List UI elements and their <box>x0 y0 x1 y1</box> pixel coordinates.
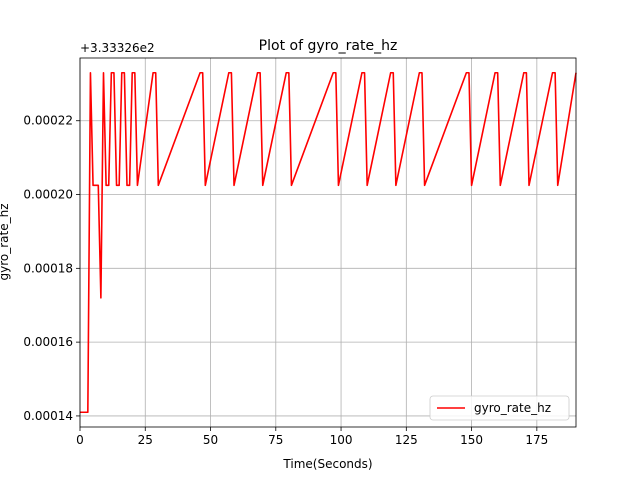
y-axis-offset-text: +3.33326e2 <box>80 41 155 55</box>
x-tick-label: 25 <box>138 433 153 447</box>
legend-label-gyro-rate-hz: gyro_rate_hz <box>474 401 551 415</box>
x-tick-label: 100 <box>330 433 353 447</box>
series-line-gyro-rate-hz <box>80 71 577 414</box>
y-tick-label: 0.00016 <box>23 335 73 349</box>
x-tick-label: 125 <box>395 433 418 447</box>
y-tick-label: 0.00014 <box>23 409 73 423</box>
legend-box <box>429 395 570 421</box>
x-axis-label: Time(Seconds) <box>282 457 372 471</box>
y-tick-label: 0.00018 <box>23 261 73 275</box>
y-axis-label: gyro_rate_hz <box>0 203 11 280</box>
x-tick-label: 75 <box>268 433 283 447</box>
chart-title: Plot of gyro_rate_hz <box>259 38 398 54</box>
x-tick-label: 0 <box>76 433 84 447</box>
x-tick-label: 50 <box>203 433 218 447</box>
plot-area-frame <box>79 57 577 428</box>
x-tick-label: 175 <box>525 433 548 447</box>
grid-lines <box>79 58 576 427</box>
x-tick-label: 150 <box>460 433 483 447</box>
axis-ticks: 0 25 50 75 100 125 150 175 0.00014 0.00016 0.00018… <box>23 114 548 447</box>
y-tick-label: 0.00020 <box>23 188 73 202</box>
legend: gyro_rate_hz <box>429 395 570 421</box>
y-tick-label: 0.00022 <box>23 114 73 128</box>
